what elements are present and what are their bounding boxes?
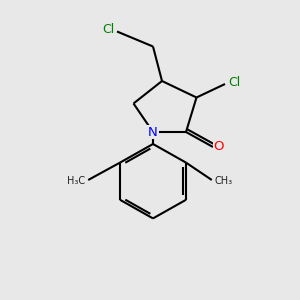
Text: O: O (214, 140, 224, 154)
Text: CH₃: CH₃ (215, 176, 233, 187)
Text: Cl: Cl (228, 76, 240, 89)
Text: H₃C: H₃C (67, 176, 85, 187)
Text: Cl: Cl (102, 22, 114, 36)
Text: N: N (148, 125, 158, 139)
